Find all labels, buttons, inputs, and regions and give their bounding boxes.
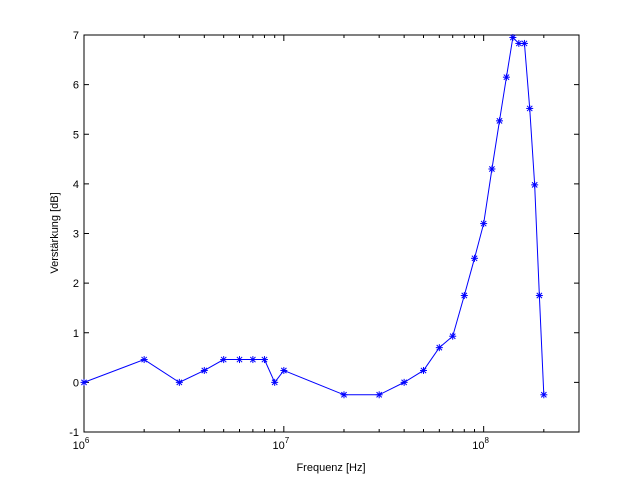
y-axis-label: Verstärkung [dB] — [49, 192, 61, 273]
data-point-asterisk — [540, 391, 548, 399]
x-tick-labels: 106 107 108 — [73, 436, 490, 452]
data-point-asterisk — [435, 344, 443, 352]
data-point-asterisk — [488, 165, 496, 173]
data-point-asterisk — [471, 254, 479, 262]
data-point-asterisk — [509, 33, 517, 41]
data-point-asterisk — [502, 73, 510, 81]
y-tick-label: 7 — [73, 30, 79, 42]
data-point-asterisk — [480, 220, 488, 228]
y-tick-label: 1 — [73, 328, 79, 340]
y-tick-label: -1 — [69, 427, 79, 439]
y-tick-label: 0 — [73, 377, 79, 389]
data-point-asterisk — [531, 181, 539, 189]
data-point-asterisk — [220, 356, 228, 364]
y-tick-label: 2 — [73, 278, 79, 290]
y-tick-label: 6 — [73, 80, 79, 92]
y-tick-label: 3 — [73, 229, 79, 241]
data-point-asterisk — [271, 378, 279, 386]
data-point-asterisk — [249, 356, 257, 364]
data-point-asterisk — [535, 292, 543, 300]
data-point-asterisk — [420, 366, 428, 374]
y-tick-label: 5 — [73, 129, 79, 141]
data-point-asterisk — [460, 292, 468, 300]
data-point-asterisk — [280, 366, 288, 374]
data-point-asterisk — [260, 356, 268, 364]
data-point-asterisk — [520, 39, 528, 47]
data-point-asterisk — [140, 356, 148, 364]
data-point-asterisk — [449, 332, 457, 340]
data-point-asterisk — [375, 391, 383, 399]
y-tick-labels: -1 0 1 2 3 4 5 6 7 — [69, 30, 79, 439]
axis-ticks — [83, 34, 580, 433]
data-point-asterisk — [200, 366, 208, 374]
data-point-asterisk — [340, 391, 348, 399]
series-layer — [80, 33, 548, 399]
data-point-asterisk — [235, 356, 243, 364]
data-point-asterisk — [80, 378, 88, 386]
x-tick-label: 107 — [272, 436, 289, 452]
y-tick-label: 4 — [73, 179, 79, 191]
x-tick-label: 106 — [73, 436, 90, 452]
plot-area — [83, 34, 580, 433]
data-point-asterisk — [400, 378, 408, 386]
x-tick-label: 108 — [472, 436, 489, 452]
data-point-asterisk — [495, 117, 503, 125]
data-point-asterisk — [526, 104, 534, 112]
x-axis-label: Frequenz [Hz] — [296, 462, 365, 474]
data-point-asterisk — [175, 378, 183, 386]
